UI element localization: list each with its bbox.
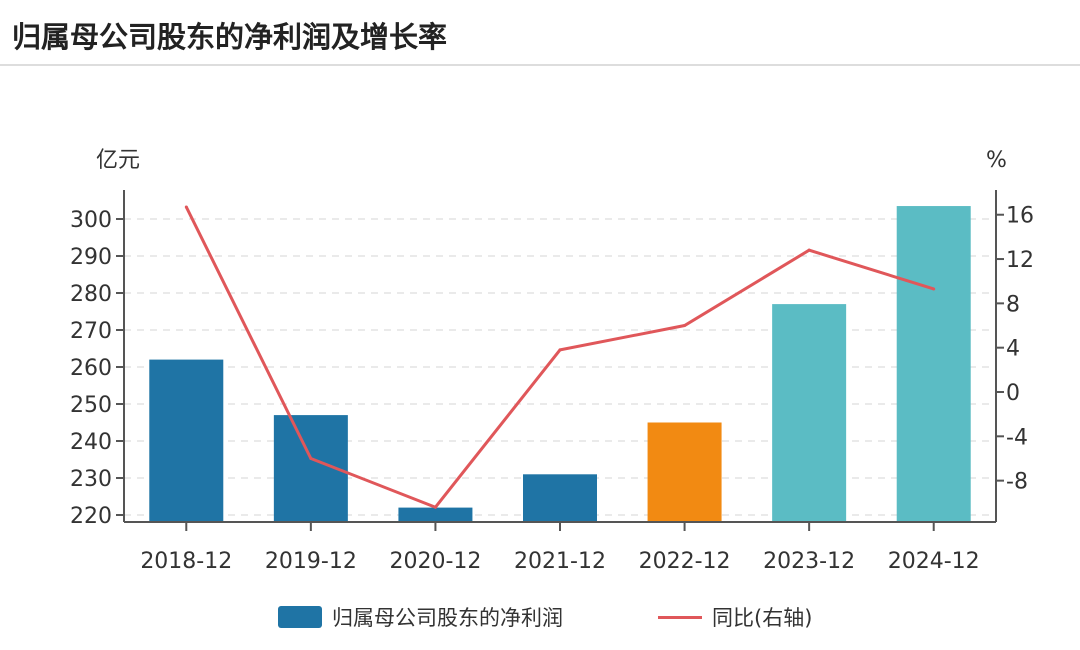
- x-tick-label: 2020-12: [389, 549, 481, 574]
- right-tick-label: 16: [1006, 204, 1034, 229]
- right-tick-label: 0: [1006, 381, 1020, 406]
- legend-swatch-line: [658, 615, 702, 619]
- yoy-point: [558, 348, 562, 352]
- left-tick-label: 220: [70, 504, 112, 529]
- right-tick-label: 8: [1006, 292, 1020, 317]
- page-title: 归属母公司股东的净利润及增长率: [12, 20, 448, 54]
- right-tick-label: -4: [1006, 425, 1028, 450]
- legend-swatch-bar: [278, 606, 322, 628]
- title-divider: [0, 64, 1080, 66]
- bar: [398, 507, 473, 522]
- x-tick-label: 2023-12: [763, 549, 855, 574]
- bar: [896, 206, 971, 523]
- yoy-point: [807, 248, 811, 252]
- legend-item-profit: 归属母公司股东的净利润: [278, 602, 563, 632]
- x-tick-label: 2021-12: [514, 549, 606, 574]
- left-tick-label: 270: [70, 319, 112, 344]
- right-tick-label: 4: [1006, 337, 1020, 362]
- x-tick-label: 2024-12: [888, 549, 980, 574]
- left-axis-label: 亿元: [96, 148, 140, 173]
- left-tick-label: 290: [70, 245, 112, 270]
- left-tick-label: 300: [70, 208, 112, 233]
- bar: [772, 304, 847, 522]
- yoy-point: [184, 205, 188, 209]
- yoy-point: [932, 287, 936, 291]
- left-tick-label: 240: [70, 430, 112, 455]
- left-tick-label: 250: [70, 393, 112, 418]
- legend-item-yoy: 同比(右轴): [658, 602, 812, 632]
- x-tick-label: 2022-12: [639, 549, 731, 574]
- x-tick-label: 2018-12: [140, 549, 232, 574]
- bar: [149, 359, 224, 522]
- left-tick-label: 280: [70, 282, 112, 307]
- right-axis-label: %: [986, 148, 1007, 173]
- yoy-point: [433, 505, 437, 509]
- right-tick-label: 12: [1006, 248, 1034, 273]
- yoy-point: [683, 324, 687, 328]
- left-tick-label: 230: [70, 467, 112, 492]
- legend-label-yoy: 同比(右轴): [712, 606, 813, 630]
- yoy-point: [309, 456, 313, 460]
- right-tick-label: -8: [1006, 470, 1028, 495]
- left-tick-label: 260: [70, 356, 112, 381]
- bar: [523, 474, 597, 522]
- bar: [647, 422, 722, 522]
- legend-label-profit: 归属母公司股东的净利润: [332, 606, 563, 630]
- x-tick-label: 2019-12: [265, 549, 357, 574]
